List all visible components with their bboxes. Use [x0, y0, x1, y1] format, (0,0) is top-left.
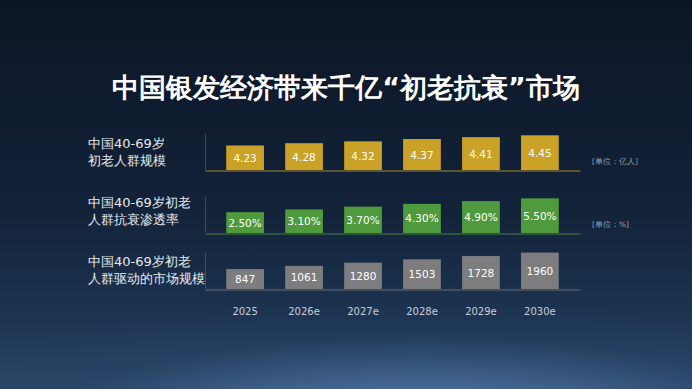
x-tick: 2026e — [288, 306, 320, 317]
bar — [226, 145, 264, 170]
row-title-line: 中国40-69岁初老 — [88, 254, 191, 269]
x-tick: 2029e — [465, 306, 497, 317]
data-labels: 4.23 4.28 4.32 4.37 4.41 4.45 — [233, 147, 551, 164]
data-label: 847 — [235, 273, 255, 285]
bar — [344, 207, 382, 233]
bars — [226, 253, 559, 289]
x-tick-label: 2026e — [288, 306, 320, 317]
bar — [226, 212, 264, 233]
data-label: 5.50% — [523, 210, 556, 222]
x-tick-label: 2030e — [524, 306, 556, 317]
x-axis: 2025 2026e 2027e 2028e 2029e 2030e — [206, 290, 581, 317]
x-tick: 2028e — [406, 306, 438, 317]
row-title-line: 中国40-69岁初老 — [88, 195, 191, 210]
bars — [226, 135, 559, 170]
data-label: 4.37 — [410, 149, 433, 161]
bar — [285, 266, 323, 289]
bar — [462, 137, 500, 170]
bar — [403, 204, 441, 233]
x-axis — [206, 234, 581, 235]
data-label: 4.41 — [469, 148, 492, 160]
x-tick-label: 2027e — [347, 306, 379, 317]
y-axis-line — [205, 253, 206, 290]
y-axis-line — [205, 134, 206, 171]
data-label: 3.10% — [287, 215, 320, 227]
data-label: 4.23 — [233, 152, 256, 164]
bar — [521, 198, 559, 233]
chart-row: 中国40-69岁初老人群规模 4.23 4.28 4.32 4.37 4.41 4.45 [单… — [88, 134, 638, 172]
x-axis-line — [206, 289, 581, 290]
chart-canvas: 中国银发经济带来千亿“初老抗衰”市场中国40-69岁初老人群规模 4.23 4.28… — [0, 0, 692, 389]
data-label: 1280 — [350, 270, 377, 282]
bar — [403, 139, 441, 170]
x-tick-label: 2025 — [232, 306, 257, 317]
x-tick: 2030e — [524, 306, 556, 317]
data-label: 4.45 — [528, 147, 551, 159]
bars — [226, 198, 559, 233]
y-axis-line — [205, 197, 206, 234]
unit-label: [单位：%] — [592, 220, 629, 229]
y-axis — [205, 253, 206, 290]
data-label: 4.30% — [405, 212, 438, 224]
y-axis — [205, 197, 206, 234]
row-title: 中国40-69岁初老人群抗衰渗透率 — [88, 195, 191, 227]
bar — [285, 143, 323, 170]
x-axis — [206, 171, 581, 172]
data-label: 3.70% — [346, 214, 379, 226]
bar — [226, 269, 264, 289]
bar — [521, 253, 559, 289]
row-title: 中国40-69岁初老人群驱动的市场规模 — [88, 254, 205, 286]
chart-row: 中国40-69岁初老人群驱动的市场规模20252026e2027e2028e20… — [88, 253, 581, 317]
bar — [521, 135, 559, 170]
x-axis-line — [206, 233, 581, 234]
row-title: 中国40-69岁初老人群规模 — [88, 136, 166, 168]
x-tick-label: 2028e — [406, 306, 438, 317]
data-label: 2.50% — [228, 217, 261, 229]
unit-label: [单位：亿人] — [592, 157, 638, 166]
data-label: 4.90% — [464, 211, 497, 223]
x-tick: 2027e — [347, 306, 379, 317]
y-axis — [205, 134, 206, 171]
x-axis-line — [206, 170, 581, 171]
data-label: 4.32 — [351, 150, 374, 162]
row-title-line: 中国40-69岁 — [88, 136, 165, 151]
chart-title: 中国银发经济带来千亿“初老抗衰”市场 — [112, 72, 580, 103]
row-title-line: 初老人群规模 — [88, 153, 166, 168]
data-labels: 847 1061 1280 1503 1728 1960 — [235, 265, 553, 285]
row-title-line: 人群驱动的市场规模 — [88, 271, 205, 286]
x-tick-label: 2029e — [465, 306, 497, 317]
data-label: 1061 — [291, 271, 318, 283]
x-tick: 2025 — [232, 306, 257, 317]
row-title-line: 人群抗衰渗透率 — [88, 212, 179, 227]
bar — [403, 259, 441, 289]
bar — [462, 201, 500, 233]
data-label: 4.28 — [292, 151, 315, 163]
data-labels: 2.50% 3.10% 3.70% 4.30% 4.90% 5.50% — [228, 210, 556, 229]
bar — [344, 263, 382, 289]
chart-row: 中国40-69岁初老人群抗衰渗透率 2.50% 3.10% 3.70% 4.30% 4.9… — [88, 195, 629, 234]
data-label: 1960 — [527, 265, 554, 277]
bar — [285, 209, 323, 233]
data-label: 1728 — [468, 267, 495, 279]
bar — [344, 141, 382, 170]
data-label: 1503 — [409, 268, 436, 280]
bar — [462, 256, 500, 289]
